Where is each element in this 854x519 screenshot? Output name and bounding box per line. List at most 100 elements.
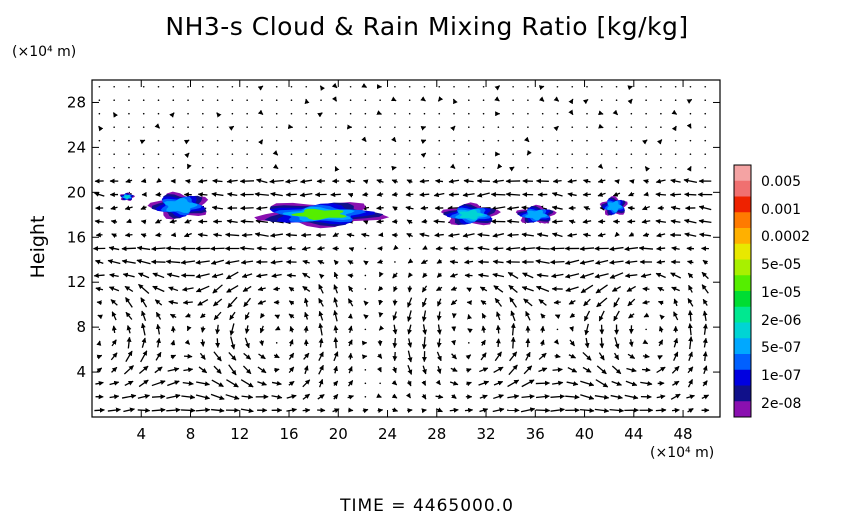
- wind-vector: [228, 352, 237, 361]
- wind-vector: [181, 407, 196, 413]
- colorbar-label: 0.0002: [761, 229, 810, 245]
- wind-dot: [335, 112, 337, 115]
- wind-vector: [123, 407, 135, 413]
- wind-vector: [582, 232, 591, 238]
- colorbar-label: 5e-05: [761, 257, 801, 273]
- wind-vector: [151, 246, 166, 252]
- wind-vector: [225, 394, 240, 400]
- wind-vector: [609, 259, 624, 265]
- wind-vector: [567, 192, 577, 198]
- wind-dot: [571, 85, 574, 88]
- wind-vector: [624, 259, 638, 265]
- wind-vector: [393, 286, 398, 292]
- cloud-contour-5e-07: [608, 202, 621, 211]
- wind-vector: [332, 380, 339, 387]
- wind-vector: [609, 246, 624, 252]
- wind-dot: [704, 99, 707, 102]
- wind-dot: [645, 328, 647, 331]
- wind-dot: [349, 99, 352, 102]
- wind-dot: [202, 153, 204, 155]
- wind-vector: [259, 340, 265, 346]
- wind-vector: [584, 323, 590, 336]
- wind-vector: [451, 339, 456, 346]
- wind-vector: [407, 350, 413, 363]
- wind-vector: [683, 218, 697, 224]
- wind-vector: [240, 379, 254, 388]
- wind-vector: [96, 354, 103, 360]
- wind-vector: [628, 191, 635, 197]
- wind-vector: [611, 285, 622, 292]
- wind-vector: [405, 192, 414, 197]
- wind-vector: [225, 232, 240, 238]
- wind-vector: [495, 338, 501, 347]
- chart-title: NH3-s Cloud & Rain Mixing Ratio [kg/kg]: [165, 12, 689, 41]
- wind-vector: [684, 191, 697, 197]
- wind-vector: [467, 328, 473, 334]
- wind-dot: [468, 85, 470, 88]
- wind-vector: [421, 285, 428, 293]
- wind-vector: [509, 297, 517, 308]
- wind-vector: [109, 272, 119, 278]
- wind-vector: [211, 273, 224, 279]
- wind-dot: [142, 112, 145, 115]
- wind-vector: [94, 219, 104, 225]
- wind-vector: [610, 394, 623, 400]
- wind-dot: [113, 139, 115, 142]
- wind-vector: [671, 125, 677, 132]
- wind-vector: [318, 284, 324, 294]
- wind-vector: [641, 219, 651, 224]
- wind-dot: [482, 85, 485, 88]
- wind-vector: [492, 272, 505, 278]
- wind-dot: [408, 139, 411, 142]
- wind-vector: [492, 178, 504, 184]
- wind-vector: [227, 192, 238, 197]
- wind-vector: [256, 245, 267, 251]
- wind-dot: [408, 166, 411, 169]
- wind-vector: [226, 284, 239, 293]
- wind-vector: [289, 325, 295, 333]
- wind-vector: [580, 394, 595, 400]
- wind-dot: [527, 99, 529, 102]
- wind-vector: [551, 273, 564, 279]
- wind-vector: [165, 245, 181, 251]
- wind-vector: [406, 310, 412, 322]
- wind-dot: [128, 126, 130, 128]
- wind-vector: [598, 110, 604, 116]
- wind-vector: [611, 380, 622, 386]
- wind-vector: [510, 310, 516, 322]
- wind-vector: [318, 310, 324, 321]
- wind-vector: [612, 109, 619, 116]
- wind-vector: [392, 272, 398, 279]
- wind-vector: [698, 218, 712, 224]
- wind-vector: [596, 365, 607, 375]
- wind-vector: [595, 379, 609, 388]
- wind-vector: [155, 232, 162, 238]
- wind-vector: [122, 272, 135, 278]
- wind-vector: [183, 139, 190, 145]
- wind-dot: [541, 139, 544, 142]
- wind-vector: [215, 324, 221, 335]
- wind-dot: [202, 139, 204, 142]
- wind-vector: [643, 312, 650, 318]
- wind-vector: [687, 407, 694, 414]
- wind-dot: [556, 112, 559, 115]
- wind-vector: [657, 300, 664, 306]
- wind-vector: [347, 394, 354, 400]
- wind-vector: [181, 394, 196, 400]
- wind-vector: [392, 407, 399, 413]
- wind-vector: [241, 273, 253, 279]
- wind-vector: [551, 232, 563, 238]
- wind-vector: [480, 339, 486, 346]
- wind-vector: [140, 178, 147, 184]
- wind-vector: [643, 191, 649, 197]
- wind-vector: [670, 272, 682, 279]
- wind-dot: [142, 99, 145, 102]
- wind-dot: [512, 126, 514, 128]
- wind-vector: [154, 366, 163, 374]
- wind-vector: [241, 394, 254, 400]
- wind-dot: [246, 153, 248, 155]
- wind-vector: [211, 205, 224, 211]
- wind-vector: [595, 284, 608, 294]
- wind-vector: [508, 364, 518, 376]
- y-tick-label: 28: [67, 93, 86, 111]
